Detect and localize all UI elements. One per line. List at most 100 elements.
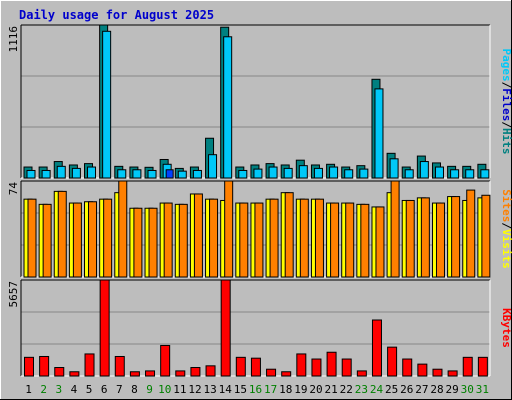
day-label: 15: [234, 383, 247, 396]
files-bar: [208, 154, 218, 179]
files-bar: [192, 169, 202, 179]
files-bar: [147, 169, 157, 179]
legend-visits: Visits: [500, 229, 512, 269]
day-label: 28: [430, 383, 443, 396]
kbytes-bar: [341, 358, 352, 377]
files-bar: [419, 161, 429, 179]
kbytes-bar: [190, 367, 201, 377]
day-label: 7: [116, 383, 123, 396]
sites-bar: [314, 198, 324, 278]
kbytes-bar: [24, 356, 34, 377]
day-label: 22: [340, 383, 353, 396]
kbytes-bar: [477, 356, 488, 377]
day-label: 14: [219, 383, 233, 396]
kbytes-bar: [129, 371, 140, 377]
sites-bar: [345, 202, 355, 278]
y-max-label: 5657: [7, 281, 20, 308]
day-label: 11: [173, 383, 186, 396]
day-label: 3: [56, 383, 63, 396]
sites-bar: [118, 180, 128, 278]
kbytes-bar: [311, 358, 322, 377]
day-label: 20: [309, 383, 322, 396]
day-label: 17: [264, 383, 277, 396]
sites-visits-panel: 74 Sites/Visits: [7, 180, 512, 278]
day-label: 16: [249, 383, 262, 396]
sites-bar: [435, 202, 445, 278]
y-max-label: 74: [7, 182, 20, 196]
legend-separator: /: [500, 121, 512, 128]
files-bar: [132, 169, 142, 179]
files-bar: [71, 167, 81, 179]
day-label: 8: [131, 383, 138, 396]
sites-bar: [72, 202, 82, 278]
legend-kbytes: KBytes: [500, 308, 512, 348]
sites-bar: [330, 202, 340, 278]
sites-bar: [405, 199, 415, 278]
sites-bar: [284, 192, 294, 278]
day-label: 23: [355, 383, 368, 396]
kbytes-bar: [99, 279, 110, 377]
kbytes-bar: [250, 357, 261, 377]
kbytes-bar: [84, 353, 95, 377]
series-legend: Sites/Visits: [500, 189, 512, 269]
series-legend: KBytes: [500, 308, 512, 348]
sites-bar: [360, 203, 370, 278]
kbytes-bar: [371, 319, 382, 377]
files-bar: [344, 169, 354, 179]
sites-bar: [42, 203, 52, 278]
files-bar: [41, 169, 51, 179]
day-label: 2: [40, 383, 47, 396]
files-bar: [117, 169, 127, 179]
sites-bar: [451, 196, 461, 278]
day-label: 1: [25, 383, 32, 396]
sites-bar: [269, 198, 279, 278]
sites-bar: [481, 194, 491, 278]
sites-bar: [254, 202, 264, 278]
hits-files-pages-panel: 1116 Pages/Files/Hits: [7, 24, 512, 179]
sites-bar: [299, 198, 309, 278]
legend-separator: /: [500, 82, 512, 89]
day-axis: 1 2 3 4 5 6 7 8 9 10 11 12 13 14 15 16 17 18 19 20 21 22 23 24 2…: [25, 383, 489, 396]
sites-bar: [103, 198, 113, 278]
files-bar: [223, 36, 233, 179]
files-bar: [87, 166, 97, 179]
sites-bar: [466, 189, 476, 278]
kbytes-bar: [417, 363, 428, 377]
kbytes-bar: [160, 344, 171, 377]
day-label: 26: [400, 383, 413, 396]
files-bar: [465, 169, 475, 179]
day-label: 9: [146, 383, 153, 396]
sites-bar: [178, 203, 188, 278]
kbytes-bar: [356, 370, 367, 377]
files-bar: [56, 165, 66, 179]
legend-separator: /: [500, 222, 512, 229]
day-label: 24: [370, 383, 384, 396]
kbytes-bar: [175, 370, 186, 377]
files-bar: [238, 169, 248, 179]
kbytes-bar: [387, 346, 398, 377]
y-max-label: 1116: [7, 26, 20, 53]
sites-bar: [239, 202, 249, 278]
day-label: 10: [158, 383, 171, 396]
kbytes-bar: [281, 371, 292, 377]
files-bar: [404, 169, 414, 179]
sites-bar: [224, 180, 234, 278]
kbytes-bar: [54, 367, 65, 377]
sites-bar: [88, 201, 98, 278]
kbytes-bar: [296, 353, 307, 377]
files-bar: [283, 167, 293, 179]
kbytes-bar: [220, 279, 231, 377]
sites-bar: [420, 197, 430, 278]
sites-bar: [390, 180, 400, 278]
series-legend: Pages/Files/Hits: [500, 49, 512, 155]
files-bar: [102, 30, 112, 179]
files-bar: [434, 166, 444, 179]
day-label: 21: [325, 383, 338, 396]
kbytes-bar: [432, 368, 443, 377]
kbytes-bar: [462, 356, 473, 377]
chart-title: Daily usage for August 2025: [19, 8, 214, 22]
files-bar: [253, 168, 263, 179]
files-bar: [268, 166, 278, 179]
day-label: 19: [294, 383, 307, 396]
